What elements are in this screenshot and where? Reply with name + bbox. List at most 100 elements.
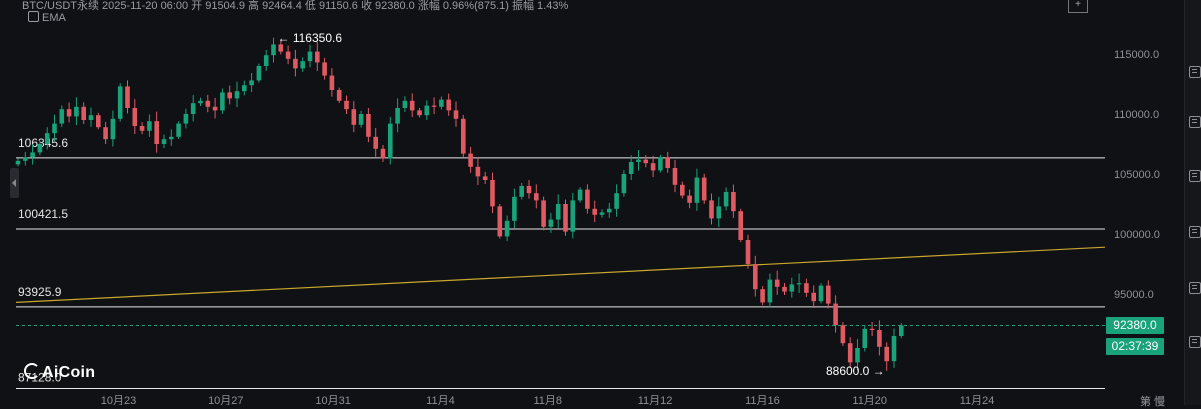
candle-body[interactable] xyxy=(628,162,634,174)
candle-body[interactable] xyxy=(599,212,605,215)
candle-body[interactable] xyxy=(344,100,349,110)
candle-body[interactable] xyxy=(694,177,700,203)
candle-body[interactable] xyxy=(782,286,787,292)
candle-body[interactable] xyxy=(198,100,203,104)
candle-body[interactable] xyxy=(278,44,284,52)
candle-body[interactable] xyxy=(519,186,524,197)
candle-body[interactable] xyxy=(351,109,357,125)
candle-body[interactable] xyxy=(709,200,714,219)
collapse-left-panel-button[interactable] xyxy=(10,168,19,198)
add-chart-button[interactable]: + xyxy=(1068,0,1088,13)
candle-body[interactable] xyxy=(285,51,291,59)
candle-body[interactable] xyxy=(220,92,225,111)
ema-indicator-toggle[interactable]: EMA xyxy=(28,11,66,24)
candle-body[interactable] xyxy=(263,55,269,66)
candle-body[interactable] xyxy=(811,292,816,302)
candle-body[interactable] xyxy=(431,105,437,107)
candle-body[interactable] xyxy=(607,208,612,213)
candle-body[interactable] xyxy=(760,289,765,303)
candle-body[interactable] xyxy=(877,330,882,347)
eye-icon[interactable] xyxy=(28,11,39,22)
candle-body[interactable] xyxy=(395,108,400,124)
candle-body[interactable] xyxy=(482,176,488,180)
candle-body[interactable] xyxy=(329,75,335,90)
candle-body[interactable] xyxy=(300,61,305,69)
candle-body[interactable] xyxy=(826,285,831,304)
candle-body[interactable] xyxy=(585,189,590,209)
candle-body[interactable] xyxy=(402,100,408,108)
candle-body[interactable] xyxy=(125,86,130,108)
candle-body[interactable] xyxy=(847,343,853,363)
candle-body[interactable] xyxy=(315,51,320,63)
candle-body[interactable] xyxy=(256,66,262,81)
candle-body[interactable] xyxy=(753,264,758,290)
candle-body[interactable] xyxy=(380,148,386,159)
candle-body[interactable] xyxy=(490,180,495,207)
grid-icon[interactable] xyxy=(1189,336,1201,348)
candle-body[interactable] xyxy=(804,283,809,293)
candle-body[interactable] xyxy=(745,240,751,264)
candle-body[interactable] xyxy=(577,189,583,201)
candle-body[interactable] xyxy=(30,152,35,158)
candle-body[interactable] xyxy=(66,109,72,117)
candle-body[interactable] xyxy=(307,51,313,62)
candle-body[interactable] xyxy=(15,160,21,165)
candle-body[interactable] xyxy=(388,123,393,159)
candle-body[interactable] xyxy=(59,109,65,124)
candle-body[interactable] xyxy=(774,279,780,287)
candle-body[interactable] xyxy=(190,103,196,114)
candle-body[interactable] xyxy=(176,123,181,137)
candle-body[interactable] xyxy=(183,114,189,124)
candle-body[interactable] xyxy=(147,121,152,131)
candle-body[interactable] xyxy=(899,325,904,336)
candle-body[interactable] xyxy=(570,200,576,232)
candle-body[interactable] xyxy=(680,184,685,196)
candle-body[interactable] xyxy=(650,163,656,171)
candle-body[interactable] xyxy=(461,118,466,154)
candle-body[interactable] xyxy=(526,186,532,194)
candle-body[interactable] xyxy=(271,44,276,56)
candle-body[interactable] xyxy=(636,159,641,162)
candle-body[interactable] xyxy=(446,99,451,111)
candle-body[interactable] xyxy=(548,219,554,227)
candle-body[interactable] xyxy=(701,177,707,201)
candle-body[interactable] xyxy=(643,159,649,164)
candle-body[interactable] xyxy=(855,348,860,363)
candle-body[interactable] xyxy=(818,285,824,302)
menu-icon[interactable] xyxy=(1189,66,1201,78)
candle-body[interactable] xyxy=(891,336,897,362)
trend-line[interactable] xyxy=(15,246,1106,303)
candle-body[interactable] xyxy=(716,206,722,219)
candle-body[interactable] xyxy=(132,108,138,126)
candle-body[interactable] xyxy=(512,196,517,221)
candle-body[interactable] xyxy=(738,211,743,240)
candle-body[interactable] xyxy=(723,192,729,207)
candle-body[interactable] xyxy=(96,115,101,128)
candle-body[interactable] xyxy=(74,106,79,117)
candle-body[interactable] xyxy=(672,168,678,185)
candle-body[interactable] xyxy=(504,220,510,237)
candle-body[interactable] xyxy=(497,206,503,237)
candle-body[interactable] xyxy=(665,157,670,168)
candle-body[interactable] xyxy=(358,114,364,125)
candle-body[interactable] xyxy=(234,91,240,99)
candle-body[interactable] xyxy=(161,139,167,144)
candle-body[interactable] xyxy=(767,279,773,303)
candle-body[interactable] xyxy=(366,114,371,137)
candle-body[interactable] xyxy=(555,204,561,220)
candle-body[interactable] xyxy=(592,208,597,215)
candle-body[interactable] xyxy=(541,200,546,227)
candle-body[interactable] xyxy=(139,126,145,131)
candle-body[interactable] xyxy=(88,115,94,120)
candle-body[interactable] xyxy=(336,90,342,101)
candle-body[interactable] xyxy=(110,118,116,140)
candle-body[interactable] xyxy=(227,92,232,99)
candle-body[interactable] xyxy=(424,105,430,116)
candle-body[interactable] xyxy=(52,123,57,134)
candle-body[interactable] xyxy=(789,284,795,292)
candle-body[interactable] xyxy=(614,193,619,209)
candle-body[interactable] xyxy=(37,144,43,153)
candle-body[interactable] xyxy=(453,110,459,119)
candle-body[interactable] xyxy=(621,174,627,194)
